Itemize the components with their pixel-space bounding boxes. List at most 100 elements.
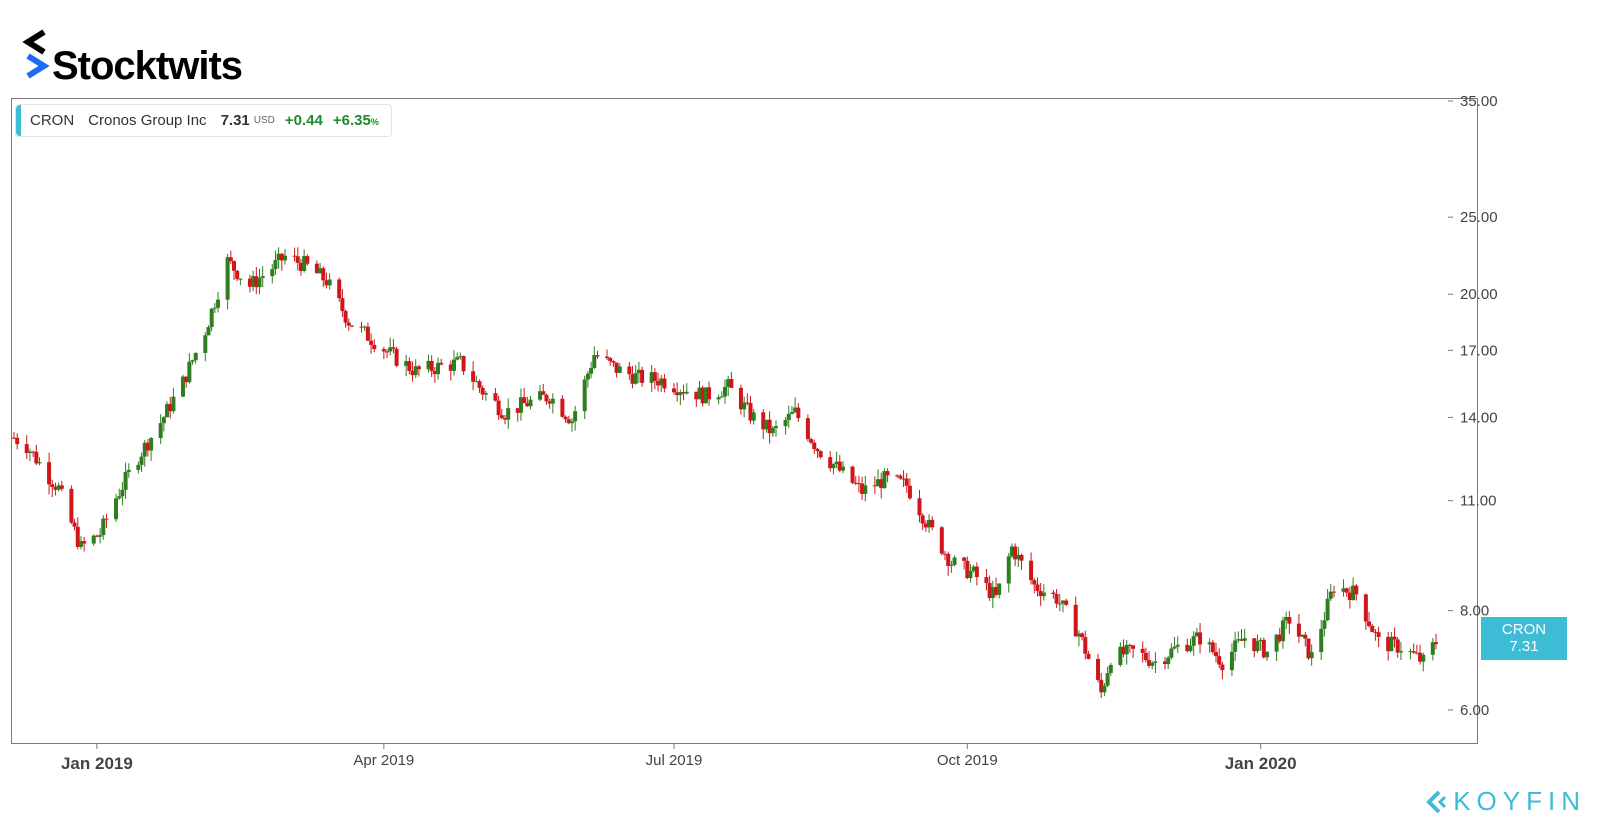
candle-body (1057, 603, 1062, 605)
candle-body (480, 387, 485, 395)
candle-body (483, 393, 488, 395)
candle-body (1309, 652, 1314, 659)
stocktwits-logo[interactable]: Stocktwits (22, 18, 243, 86)
candle-body (15, 437, 20, 445)
candle-body (1300, 634, 1305, 637)
candle-body (94, 535, 99, 537)
candle-body (1220, 664, 1225, 671)
candle-body (856, 483, 861, 485)
candle-body (1386, 636, 1391, 652)
candle-body (729, 379, 734, 388)
y-tick-label-2: 20.00 (1460, 286, 1498, 303)
candle-body (541, 391, 546, 395)
candle-body (448, 364, 453, 371)
koyfin-logo-icon (1426, 790, 1447, 813)
stocktwits-chevron-icon (22, 29, 50, 79)
candle-body (59, 485, 64, 489)
candle-body (522, 397, 527, 404)
candle-body (965, 560, 970, 579)
candle-body (461, 356, 466, 372)
candle-body (346, 322, 351, 326)
candle-body (31, 451, 36, 453)
candle-body (78, 541, 83, 547)
candle-body (283, 255, 288, 261)
candle-body (394, 348, 399, 366)
legend-symbol: CRON (30, 112, 75, 129)
candle-body (1099, 679, 1104, 693)
candle-body (359, 326, 364, 328)
candle-body (372, 344, 377, 350)
candle-body (499, 415, 504, 419)
candle-body (1198, 632, 1203, 645)
candle-body (630, 374, 635, 384)
candle-body (337, 279, 342, 299)
candle-body (898, 475, 903, 479)
candle-body (1207, 642, 1212, 645)
candle-body (633, 373, 638, 384)
candle-body (1280, 620, 1285, 642)
candle-body (184, 376, 189, 383)
candle-body (1016, 554, 1021, 560)
candle-body (391, 347, 396, 349)
candle-body (1344, 588, 1349, 593)
candle-body (569, 421, 574, 424)
candle-body (585, 373, 590, 380)
candle-body (550, 398, 555, 404)
candle-body (496, 400, 501, 416)
candle-body (774, 426, 779, 429)
candle-body (796, 407, 801, 419)
candle-body (627, 366, 632, 375)
candle-body (318, 268, 323, 274)
candle-body (276, 253, 281, 260)
candle-body (1306, 638, 1311, 659)
y-tick-label-4: 14.00 (1460, 409, 1498, 426)
candle-body (592, 355, 597, 369)
y-tick-label-1: 25.00 (1460, 209, 1498, 226)
candle-body (270, 269, 275, 277)
candle-body (1354, 585, 1359, 595)
candle-body (528, 399, 533, 407)
candle-body (1131, 645, 1136, 649)
candle-body (1035, 584, 1040, 592)
candle-body (1233, 640, 1238, 652)
candle-body (1296, 623, 1301, 637)
candle-body (767, 419, 772, 434)
candle-body (809, 439, 814, 443)
candle-body (165, 404, 170, 418)
candle-body (238, 278, 243, 280)
ticker-legend[interactable]: CRON Cronos Group Inc 7.31 USD +0.44 +6.… (15, 104, 392, 137)
candle-body (120, 489, 125, 497)
candle-body (659, 378, 664, 386)
candle-body (407, 361, 412, 371)
candle-body (949, 564, 954, 566)
candle-body (1210, 642, 1215, 653)
candle-body (1054, 594, 1059, 604)
candle-body (518, 397, 523, 413)
candle-body (1421, 654, 1426, 662)
legend-accent-bar (16, 105, 21, 136)
candle-body (573, 411, 578, 422)
candle-body (91, 535, 96, 544)
candle-body (257, 277, 262, 288)
candle-body (298, 262, 303, 271)
candle-body (123, 471, 128, 490)
candle-body (126, 469, 131, 472)
candle-body (1185, 644, 1190, 652)
candle-body (24, 444, 29, 453)
candle-body (1351, 585, 1356, 600)
candle-body (1239, 639, 1244, 641)
candle-body (343, 311, 348, 323)
candle-body (12, 437, 16, 439)
chart-frame (11, 98, 1478, 744)
x-tick-label-4: Jan 2020 (1225, 754, 1297, 773)
candle-body (707, 387, 712, 400)
candle-body (952, 557, 957, 565)
candle-body (385, 351, 390, 353)
candle-body (260, 276, 265, 278)
candle-body (27, 451, 32, 453)
candle-body (563, 416, 568, 420)
candle-body (742, 402, 747, 410)
candle-body (429, 360, 434, 372)
candle-body (1389, 636, 1394, 652)
